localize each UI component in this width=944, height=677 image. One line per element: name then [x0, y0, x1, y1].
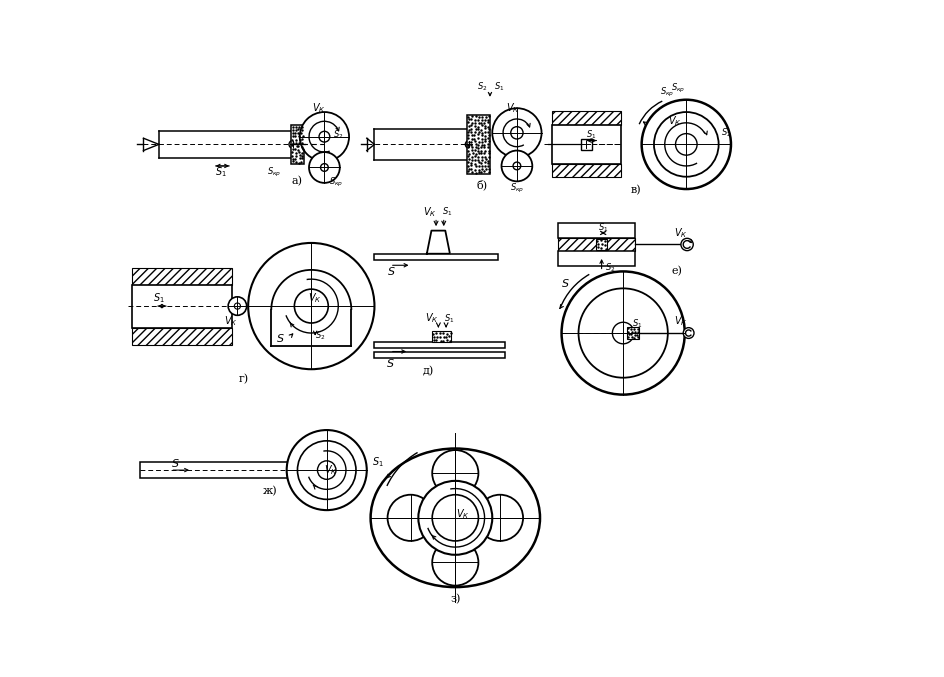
Text: $V_К$: $V_К$	[423, 205, 437, 219]
Bar	[292, 125, 304, 164]
Circle shape	[511, 127, 523, 139]
Circle shape	[321, 164, 329, 171]
Text: $S_{кр}$: $S_{кр}$	[267, 166, 281, 179]
Text: $S$: $S$	[387, 265, 396, 278]
Bar	[558, 223, 634, 238]
Circle shape	[642, 100, 731, 189]
Text: $S_{кр}$: $S_{кр}$	[329, 176, 343, 190]
Text: $S_1$: $S_1$	[214, 165, 227, 179]
Bar	[132, 328, 232, 345]
Text: $S_{кр}$: $S_{кр}$	[660, 85, 674, 99]
Text: $S_1$: $S_1$	[586, 129, 597, 141]
Bar	[551, 125, 621, 164]
Text: $S_1$: $S_1$	[442, 206, 452, 219]
Circle shape	[418, 481, 492, 554]
Text: $V_К$: $V_К$	[668, 114, 682, 128]
Polygon shape	[427, 231, 450, 254]
Circle shape	[228, 297, 246, 315]
Text: $V_К$: $V_К$	[309, 292, 322, 305]
Text: г): г)	[239, 374, 248, 385]
Bar	[140, 462, 290, 478]
Text: $S_1$: $S_1$	[373, 456, 384, 469]
Circle shape	[317, 461, 336, 479]
Text: е): е)	[671, 266, 683, 277]
Circle shape	[477, 495, 523, 541]
Text: $S$: $S$	[561, 277, 570, 289]
Text: $S_1$: $S_1$	[153, 290, 165, 305]
Circle shape	[492, 108, 542, 158]
Text: д): д)	[423, 366, 434, 376]
Text: $S$: $S$	[385, 357, 395, 369]
Circle shape	[613, 322, 634, 344]
Text: $S_1$: $S_1$	[494, 81, 504, 93]
Text: $S_2$: $S_2$	[477, 81, 487, 93]
Circle shape	[248, 243, 375, 369]
Text: $V_К$: $V_К$	[506, 102, 520, 115]
Circle shape	[297, 441, 356, 500]
Circle shape	[676, 133, 697, 155]
Bar	[132, 267, 232, 284]
Text: з): з)	[450, 594, 461, 604]
Text: $V_К$: $V_К$	[674, 315, 688, 328]
Text: $S_1$: $S_1$	[598, 221, 608, 234]
Circle shape	[432, 540, 479, 586]
Circle shape	[681, 238, 693, 250]
Circle shape	[388, 495, 433, 541]
Circle shape	[300, 112, 349, 161]
Text: $S$: $S$	[277, 332, 285, 345]
Circle shape	[309, 152, 340, 183]
Bar	[432, 332, 451, 343]
Bar	[558, 238, 634, 250]
Bar	[551, 164, 621, 177]
Bar	[627, 327, 639, 339]
Text: $S_1$: $S_1$	[444, 312, 454, 325]
Text: $V_К$: $V_К$	[674, 226, 688, 240]
Text: $S_{кр}$: $S_{кр}$	[510, 181, 524, 195]
Bar	[558, 250, 634, 266]
Circle shape	[465, 141, 473, 148]
Text: $S_{кр}$: $S_{кр}$	[671, 83, 685, 95]
Text: б): б)	[477, 180, 488, 190]
Circle shape	[683, 328, 694, 338]
Circle shape	[562, 271, 684, 395]
Text: а): а)	[292, 176, 303, 186]
Bar	[467, 115, 490, 173]
Text: $S_1$: $S_1$	[632, 318, 642, 330]
Circle shape	[432, 495, 479, 541]
Circle shape	[289, 141, 296, 148]
Text: $V_К$: $V_К$	[425, 311, 438, 326]
Circle shape	[501, 150, 532, 181]
Bar	[132, 284, 232, 328]
Bar	[597, 239, 607, 250]
Text: $S_2$: $S_2$	[605, 261, 615, 274]
Circle shape	[579, 288, 667, 378]
Bar	[375, 343, 505, 349]
Circle shape	[234, 303, 241, 309]
Circle shape	[432, 450, 479, 496]
Bar	[551, 111, 621, 125]
Bar	[581, 139, 592, 150]
Circle shape	[513, 162, 521, 170]
Bar	[375, 254, 497, 260]
Text: $V_К$: $V_К$	[224, 315, 237, 328]
Text: $V_К$: $V_К$	[312, 102, 326, 115]
Circle shape	[295, 289, 329, 323]
Circle shape	[654, 112, 718, 177]
Text: $S_2$: $S_2$	[315, 329, 326, 342]
Text: $S$: $S$	[172, 457, 180, 469]
Circle shape	[319, 131, 329, 142]
Circle shape	[287, 430, 367, 510]
Bar	[375, 352, 505, 358]
Text: $V_К$: $V_К$	[324, 463, 337, 477]
Text: $S_2$: $S_2$	[333, 129, 344, 141]
Text: ж): ж)	[263, 485, 278, 496]
Text: в): в)	[631, 185, 642, 196]
Text: $S_2$: $S_2$	[721, 127, 732, 139]
Text: $V_К$: $V_К$	[456, 507, 470, 521]
